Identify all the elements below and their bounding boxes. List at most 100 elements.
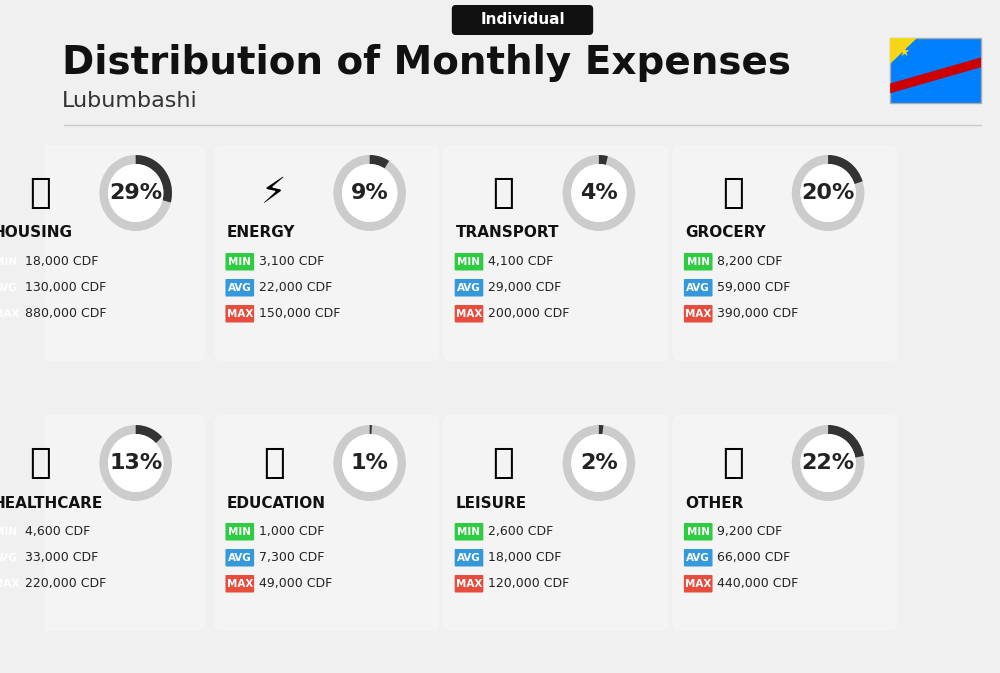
Text: MIN: MIN bbox=[457, 257, 480, 267]
Text: 13%: 13% bbox=[109, 453, 162, 473]
Text: 220,000 CDF: 220,000 CDF bbox=[25, 577, 106, 590]
FancyBboxPatch shape bbox=[0, 523, 20, 540]
Text: MAX: MAX bbox=[0, 579, 19, 589]
Text: 🛍️: 🛍️ bbox=[493, 446, 514, 480]
Text: MAX: MAX bbox=[685, 309, 711, 319]
Wedge shape bbox=[136, 425, 162, 443]
Wedge shape bbox=[792, 425, 864, 501]
FancyBboxPatch shape bbox=[0, 305, 20, 322]
FancyBboxPatch shape bbox=[214, 415, 439, 631]
Polygon shape bbox=[890, 57, 981, 94]
Wedge shape bbox=[99, 155, 172, 231]
FancyBboxPatch shape bbox=[0, 279, 20, 297]
Text: 4%: 4% bbox=[580, 183, 618, 203]
FancyBboxPatch shape bbox=[684, 253, 713, 271]
Text: 29%: 29% bbox=[109, 183, 162, 203]
FancyBboxPatch shape bbox=[455, 523, 483, 540]
FancyBboxPatch shape bbox=[225, 523, 254, 540]
Text: MAX: MAX bbox=[227, 579, 253, 589]
FancyBboxPatch shape bbox=[684, 549, 713, 567]
Text: MIN: MIN bbox=[228, 257, 251, 267]
Wedge shape bbox=[99, 425, 172, 501]
Text: 9%: 9% bbox=[351, 183, 389, 203]
FancyBboxPatch shape bbox=[684, 575, 713, 592]
Text: HEALTHCARE: HEALTHCARE bbox=[0, 495, 103, 511]
Text: 3,100 CDF: 3,100 CDF bbox=[259, 255, 324, 269]
Text: AVG: AVG bbox=[228, 553, 252, 563]
FancyBboxPatch shape bbox=[890, 38, 981, 103]
Polygon shape bbox=[890, 38, 917, 64]
Text: Individual: Individual bbox=[480, 13, 565, 28]
Text: MAX: MAX bbox=[0, 309, 19, 319]
Text: 130,000 CDF: 130,000 CDF bbox=[25, 281, 106, 294]
Text: 22%: 22% bbox=[802, 453, 855, 473]
Text: MIN: MIN bbox=[457, 527, 480, 537]
Text: 4,100 CDF: 4,100 CDF bbox=[488, 255, 553, 269]
Text: 8,200 CDF: 8,200 CDF bbox=[717, 255, 783, 269]
Text: MAX: MAX bbox=[456, 309, 482, 319]
Text: 18,000 CDF: 18,000 CDF bbox=[25, 255, 98, 269]
Text: 4,600 CDF: 4,600 CDF bbox=[25, 526, 90, 538]
Text: MIN: MIN bbox=[687, 257, 710, 267]
Text: AVG: AVG bbox=[457, 283, 481, 293]
FancyBboxPatch shape bbox=[443, 415, 669, 631]
FancyBboxPatch shape bbox=[455, 305, 483, 322]
Wedge shape bbox=[828, 425, 864, 458]
Text: 🏥: 🏥 bbox=[29, 446, 51, 480]
Text: 66,000 CDF: 66,000 CDF bbox=[717, 551, 791, 564]
Text: ★: ★ bbox=[898, 46, 909, 59]
Circle shape bbox=[342, 164, 397, 222]
FancyBboxPatch shape bbox=[455, 253, 483, 271]
Text: AVG: AVG bbox=[457, 553, 481, 563]
Text: Lubumbashi: Lubumbashi bbox=[62, 91, 198, 111]
FancyBboxPatch shape bbox=[455, 549, 483, 567]
Text: ENERGY: ENERGY bbox=[226, 225, 295, 240]
Text: 🎓: 🎓 bbox=[263, 446, 285, 480]
Circle shape bbox=[800, 164, 856, 222]
Text: 120,000 CDF: 120,000 CDF bbox=[488, 577, 569, 590]
Circle shape bbox=[108, 164, 163, 222]
Text: 440,000 CDF: 440,000 CDF bbox=[717, 577, 799, 590]
Text: AVG: AVG bbox=[686, 283, 710, 293]
Wedge shape bbox=[599, 425, 603, 434]
FancyBboxPatch shape bbox=[0, 575, 20, 592]
Text: 1,000 CDF: 1,000 CDF bbox=[259, 526, 324, 538]
FancyBboxPatch shape bbox=[225, 549, 254, 567]
Wedge shape bbox=[828, 155, 863, 184]
FancyBboxPatch shape bbox=[225, 575, 254, 592]
Text: AVG: AVG bbox=[228, 283, 252, 293]
Text: EDUCATION: EDUCATION bbox=[226, 495, 325, 511]
FancyBboxPatch shape bbox=[455, 575, 483, 592]
Text: 20%: 20% bbox=[801, 183, 855, 203]
Text: TRANSPORT: TRANSPORT bbox=[456, 225, 559, 240]
Wedge shape bbox=[333, 425, 406, 501]
FancyBboxPatch shape bbox=[684, 523, 713, 540]
Text: ⚡: ⚡ bbox=[261, 176, 287, 210]
Text: 880,000 CDF: 880,000 CDF bbox=[25, 308, 106, 320]
Text: MAX: MAX bbox=[456, 579, 482, 589]
Text: 29,000 CDF: 29,000 CDF bbox=[488, 281, 561, 294]
Circle shape bbox=[571, 434, 627, 492]
Text: 33,000 CDF: 33,000 CDF bbox=[25, 551, 98, 564]
Text: 💰: 💰 bbox=[722, 446, 743, 480]
Text: 18,000 CDF: 18,000 CDF bbox=[488, 551, 561, 564]
Text: MIN: MIN bbox=[228, 527, 251, 537]
Text: 49,000 CDF: 49,000 CDF bbox=[259, 577, 332, 590]
Text: 200,000 CDF: 200,000 CDF bbox=[488, 308, 569, 320]
Text: 59,000 CDF: 59,000 CDF bbox=[717, 281, 791, 294]
FancyBboxPatch shape bbox=[452, 5, 593, 35]
Text: Distribution of Monthly Expenses: Distribution of Monthly Expenses bbox=[62, 44, 791, 82]
FancyBboxPatch shape bbox=[672, 415, 898, 631]
FancyBboxPatch shape bbox=[225, 279, 254, 297]
FancyBboxPatch shape bbox=[0, 415, 205, 631]
Text: AVG: AVG bbox=[686, 553, 710, 563]
Circle shape bbox=[800, 434, 856, 492]
Wedge shape bbox=[563, 155, 635, 231]
FancyBboxPatch shape bbox=[0, 549, 20, 567]
Text: MIN: MIN bbox=[0, 527, 17, 537]
FancyBboxPatch shape bbox=[443, 145, 669, 361]
Text: AVG: AVG bbox=[0, 553, 18, 563]
Text: MIN: MIN bbox=[687, 527, 710, 537]
FancyBboxPatch shape bbox=[684, 279, 713, 297]
FancyBboxPatch shape bbox=[214, 145, 439, 361]
